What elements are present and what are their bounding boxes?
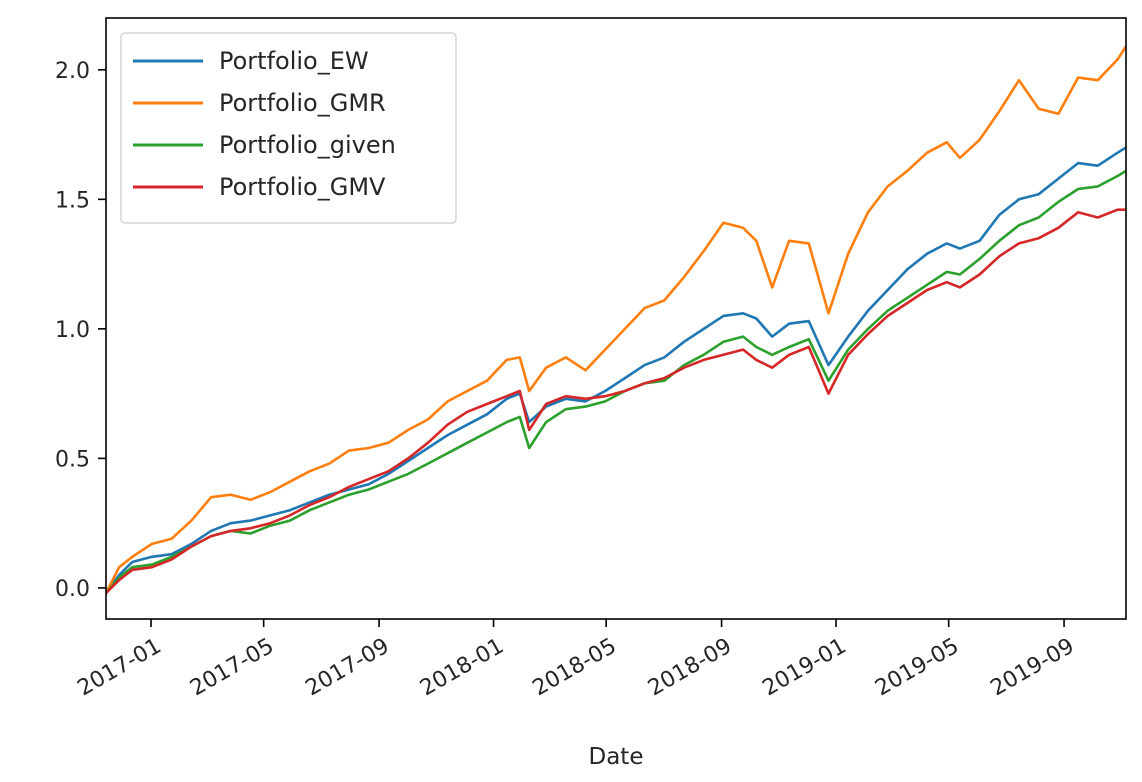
series-line-portfolio-given [106,169,1126,595]
series-layer [106,45,1126,595]
series-line-portfolio-gmv [106,208,1126,595]
y-tick-label: 2.0 [55,59,90,84]
series-line-portfolio-gmr [106,45,1126,595]
legend-label: Portfolio_given [219,131,396,159]
legend-box [120,32,457,224]
legend: Portfolio_EW Portfolio_GMR Portfolio_given… [120,32,457,224]
series-line-portfolio-ew [106,146,1126,595]
y-tick-label: 1.5 [55,188,90,213]
y-tick-label: 0.0 [55,577,90,602]
plot-frame [105,17,1127,620]
x-axis-label: Date [589,744,644,770]
legend-label: Portfolio_EW [219,47,369,75]
y-tick-label: 1.0 [55,318,90,343]
y-tick-label: 0.5 [55,447,90,472]
y-axis: 0.0 0.5 1.0 1.5 2.0 [55,59,106,602]
legend-label: Portfolio_GMV [219,173,386,201]
legend-label: Portfolio_GMR [219,89,386,117]
